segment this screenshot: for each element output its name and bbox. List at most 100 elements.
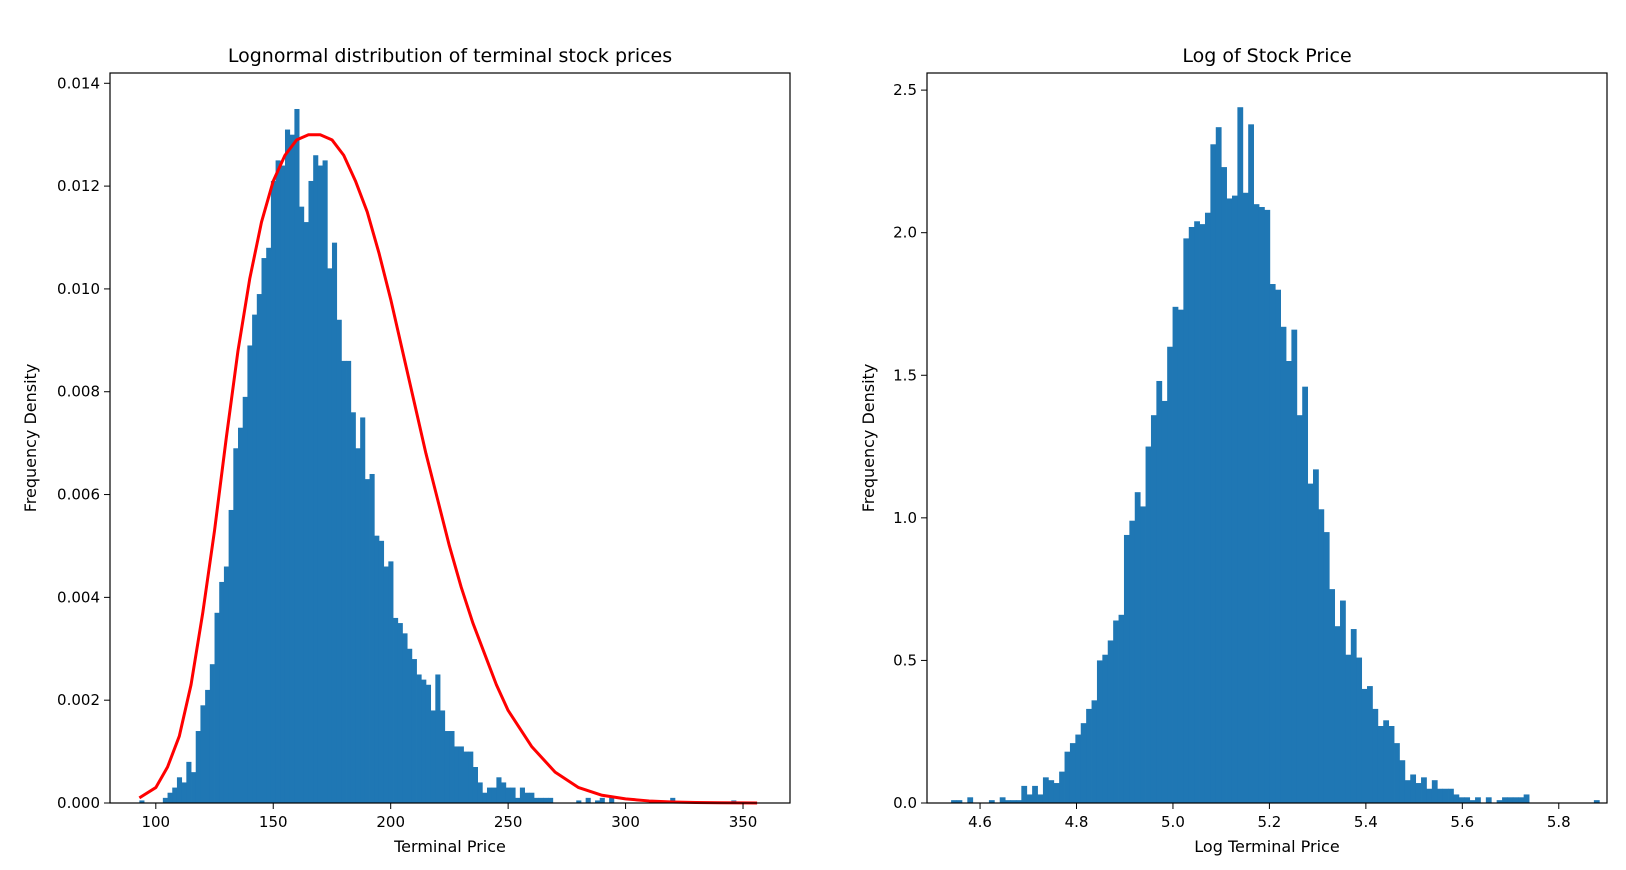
histogram-bar bbox=[397, 623, 403, 803]
histogram-bar bbox=[252, 314, 258, 803]
histogram-bar bbox=[336, 319, 342, 803]
histogram-bar bbox=[1042, 777, 1049, 803]
histogram-bar bbox=[270, 180, 276, 803]
histogram-bar bbox=[327, 268, 333, 804]
histogram-bar bbox=[1204, 212, 1211, 804]
histogram-bar bbox=[988, 800, 995, 803]
histogram-bar bbox=[951, 800, 957, 803]
histogram-bar bbox=[454, 746, 460, 803]
histogram-bar bbox=[181, 782, 187, 803]
histogram-bar bbox=[1096, 660, 1103, 803]
y-axis-ticks: 0.000 0.002 0.004 0.006 0.008 0.010 0.012 0.014 bbox=[57, 74, 110, 812]
histogram-bar bbox=[1032, 785, 1038, 803]
histogram-bar bbox=[1269, 284, 1276, 803]
histogram-bar bbox=[1296, 415, 1303, 803]
histogram-bar bbox=[275, 160, 281, 803]
histogram-bar bbox=[463, 751, 469, 803]
histogram-bar bbox=[1069, 743, 1076, 803]
histogram-bar bbox=[1258, 207, 1265, 803]
histogram-bar bbox=[1086, 708, 1092, 803]
histogram-bar bbox=[1329, 589, 1336, 803]
histogram-bar bbox=[967, 797, 974, 803]
histogram-bar bbox=[186, 761, 192, 803]
histogram-bar bbox=[294, 108, 300, 804]
histogram-bar bbox=[1145, 446, 1152, 803]
histogram-bar bbox=[209, 664, 215, 803]
histogram-bar bbox=[1102, 654, 1109, 803]
histogram-bar bbox=[1340, 600, 1346, 803]
histogram-bar bbox=[430, 710, 436, 803]
histogram-bar bbox=[1523, 794, 1530, 803]
histogram-bar bbox=[491, 787, 497, 803]
histogram-bar bbox=[139, 800, 145, 803]
y-tick-label: 0.0 bbox=[893, 794, 917, 812]
histogram-bar bbox=[1156, 380, 1163, 803]
histogram-bar bbox=[1183, 238, 1190, 803]
histogram-bar bbox=[1140, 506, 1146, 803]
x-axis-label: Terminal Price bbox=[393, 837, 506, 856]
histogram-bar bbox=[1150, 415, 1157, 803]
histogram-bar bbox=[238, 427, 244, 803]
histogram-bar bbox=[1512, 797, 1519, 803]
histogram-bar bbox=[1177, 309, 1184, 803]
histogram-bar bbox=[1313, 469, 1319, 803]
histogram-bar bbox=[1221, 167, 1227, 804]
histogram-bar bbox=[1291, 329, 1298, 803]
x-tick-label: 5.6 bbox=[1450, 813, 1474, 831]
histogram-bar bbox=[496, 777, 502, 803]
x-axis-label: Log Terminal Price bbox=[1194, 837, 1339, 856]
histogram-bar bbox=[374, 535, 380, 803]
histogram-bar bbox=[1172, 306, 1179, 803]
histogram-bar bbox=[346, 360, 352, 803]
histogram-bar bbox=[1464, 797, 1471, 803]
histogram-bar bbox=[303, 222, 309, 803]
histogram-bars bbox=[951, 107, 1600, 804]
histogram-bar bbox=[402, 633, 408, 803]
histogram-bar bbox=[1010, 800, 1017, 803]
x-tick-label: 200 bbox=[376, 813, 405, 831]
histogram-bar bbox=[1458, 797, 1465, 803]
chart-log-price: Log of Stock Price 4.6 4.8 5.0 5.2 5.4 5.6 5.8… bbox=[859, 45, 1608, 856]
histogram-bar bbox=[1485, 797, 1492, 803]
y-tick-label: 0.008 bbox=[57, 383, 100, 401]
histogram-bar bbox=[1048, 780, 1055, 803]
histogram-bar bbox=[1431, 780, 1438, 803]
y-tick-label: 0.012 bbox=[57, 177, 100, 195]
histogram-bar bbox=[176, 777, 183, 803]
histogram-bar bbox=[280, 165, 286, 804]
histogram-bar bbox=[289, 134, 295, 803]
histogram-bar bbox=[486, 787, 493, 803]
histogram-bar bbox=[191, 772, 197, 803]
histogram-bar bbox=[219, 581, 225, 803]
histogram-bar bbox=[393, 617, 399, 803]
histogram-bar bbox=[317, 165, 323, 804]
histogram-bar bbox=[1080, 723, 1087, 803]
histogram-bar bbox=[548, 797, 554, 803]
histogram-bar bbox=[1286, 361, 1292, 803]
histogram-bar bbox=[313, 155, 319, 803]
histogram-bar bbox=[1415, 783, 1422, 803]
chart-terminal-price: Lognormal distribution of terminal stock… bbox=[21, 45, 791, 856]
histogram-bar bbox=[1361, 688, 1368, 803]
histogram-bar bbox=[1134, 492, 1141, 803]
histogram-bar bbox=[1469, 800, 1476, 803]
x-tick-label: 4.8 bbox=[1065, 813, 1089, 831]
x-tick-label: 150 bbox=[259, 813, 288, 831]
histogram-bar bbox=[1075, 734, 1082, 803]
histogram-bar bbox=[425, 684, 432, 803]
histogram-bar bbox=[1059, 771, 1065, 803]
histogram-bar bbox=[1253, 204, 1260, 804]
x-tick-label: 300 bbox=[611, 813, 640, 831]
histogram-bar bbox=[1518, 797, 1525, 803]
histogram-bar bbox=[1350, 629, 1357, 803]
histogram-bar bbox=[585, 797, 591, 803]
histogram-bar bbox=[299, 206, 305, 803]
y-tick-label: 1.5 bbox=[893, 366, 917, 384]
histogram-bars bbox=[139, 108, 737, 804]
histogram-bar bbox=[1345, 654, 1352, 803]
chart-title: Log of Stock Price bbox=[1182, 45, 1351, 67]
histogram-bar bbox=[510, 787, 516, 803]
histogram-bar bbox=[378, 540, 385, 803]
histogram-bar bbox=[1167, 346, 1173, 803]
histogram-bar bbox=[1593, 800, 1600, 803]
